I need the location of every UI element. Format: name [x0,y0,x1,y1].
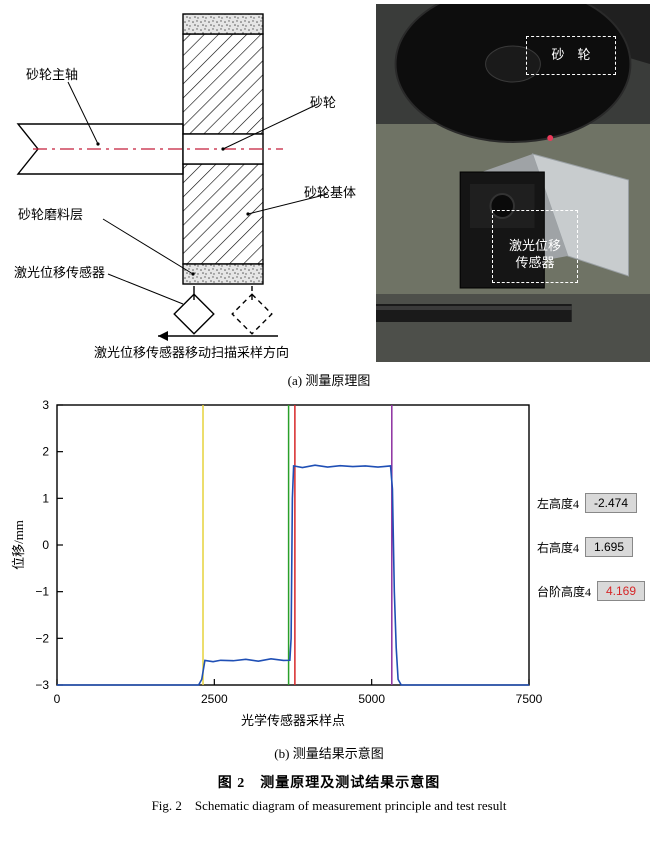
readout-left-height: 左高度4 -2.474 [537,493,645,513]
svg-text:−1: −1 [35,585,49,599]
svg-text:2: 2 [42,445,49,459]
label-spindle: 砂轮主轴 [26,64,78,83]
bottom-captions: 图 2 测量原理及测试结果示意图 Fig. 2 Schematic diagra… [8,772,650,814]
readout-right-height: 右高度4 1.695 [537,537,645,557]
top-row: 砂轮主轴 砂轮 砂轮磨料层 砂轮基体 激光位移传感器 激光位移传感器移动扫描采样… [8,4,650,362]
readout-value: 1.695 [585,537,633,557]
svg-text:2500: 2500 [201,692,228,706]
readout-label: 左高度4 [537,495,579,512]
svg-text:−2: −2 [35,631,49,645]
figure-wrap: 砂轮主轴 砂轮 砂轮磨料层 砂轮基体 激光位移传感器 激光位移传感器移动扫描采样… [0,0,658,848]
figure-caption-en: Fig. 2 Schematic diagram of measurement … [8,798,650,814]
svg-text:5000: 5000 [358,692,385,706]
sub-caption-b: (b) 测量结果示意图 [8,743,650,762]
photo-label-sensor: 激光位移 传感器 [492,210,578,283]
photo-label-wheel-text: 砂 轮 [551,47,590,62]
svg-text:1: 1 [42,491,49,505]
readout-group: 左高度4 -2.474 右高度4 1.695 台阶高度4 4.169 [537,493,645,601]
photo-label-sensor-text: 激光位移 传感器 [509,238,561,270]
photo-box: 砂 轮 激光位移 传感器 [376,4,650,362]
sub-caption-a: (a) 测量原理图 [8,370,650,389]
schematic-diagram: 砂轮主轴 砂轮 砂轮磨料层 砂轮基体 激光位移传感器 激光位移传感器移动扫描采样… [8,4,368,362]
readout-label: 右高度4 [537,539,579,556]
svg-text:0: 0 [54,692,61,706]
figure-caption-cn: 图 2 测量原理及测试结果示意图 [8,772,650,792]
label-abrasive-layer: 砂轮磨料层 [18,204,83,223]
svg-text:0: 0 [42,538,49,552]
svg-text:7500: 7500 [516,692,543,706]
readout-value: 4.169 [597,581,645,601]
svg-text:3: 3 [42,398,49,412]
readout-value: -2.474 [585,493,637,513]
svg-text:位移/mm: 位移/mm [11,520,26,570]
svg-text:−3: −3 [35,678,49,692]
label-wheel-base: 砂轮基体 [304,182,356,201]
label-laser-sensor: 激光位移传感器 [14,262,105,281]
readout-label: 台阶高度4 [537,583,591,600]
svg-text:光学传感器采样点: 光学传感器采样点 [241,713,345,728]
label-wheel: 砂轮 [310,92,336,111]
chart-box: −3 −2 −1 0 1 2 3 0 2500 5000 7500 光学传感器采样点 位移/mm 左高度… [9,395,649,735]
photo-label-wheel: 砂 轮 [526,36,616,75]
label-scan-direction: 激光位移传感器移动扫描采样方向 [94,342,289,361]
readout-step-height: 台阶高度4 4.169 [537,581,645,601]
